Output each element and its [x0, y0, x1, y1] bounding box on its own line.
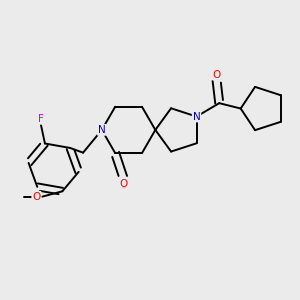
Text: N: N — [193, 112, 200, 122]
Text: N: N — [98, 125, 106, 135]
Text: O: O — [119, 179, 128, 189]
Text: F: F — [38, 114, 44, 124]
Text: O: O — [212, 70, 221, 80]
Text: O: O — [32, 192, 41, 202]
